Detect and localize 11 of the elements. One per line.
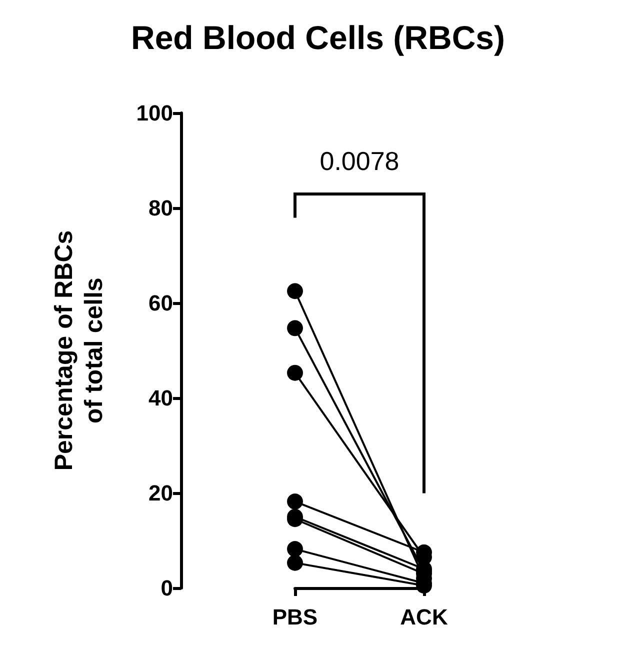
y-tick-label: 0 (160, 576, 173, 600)
annotation: 0.0078 (318, 146, 400, 177)
y-tick-label: 20 (148, 480, 173, 506)
y-axis-title: Percentage of RBCs of total cells (50, 230, 108, 471)
chart-title: Red Blood Cells (RBCs) (130, 19, 506, 56)
y-tick-label: 60 (148, 290, 173, 316)
y-tick-label: 40 (148, 386, 173, 410)
y-tick-label: 80 (148, 196, 173, 220)
x-tick-label: PBS (272, 604, 318, 630)
x-tick-label: ACK (400, 604, 448, 630)
y-tick-label: 100 (136, 100, 173, 126)
